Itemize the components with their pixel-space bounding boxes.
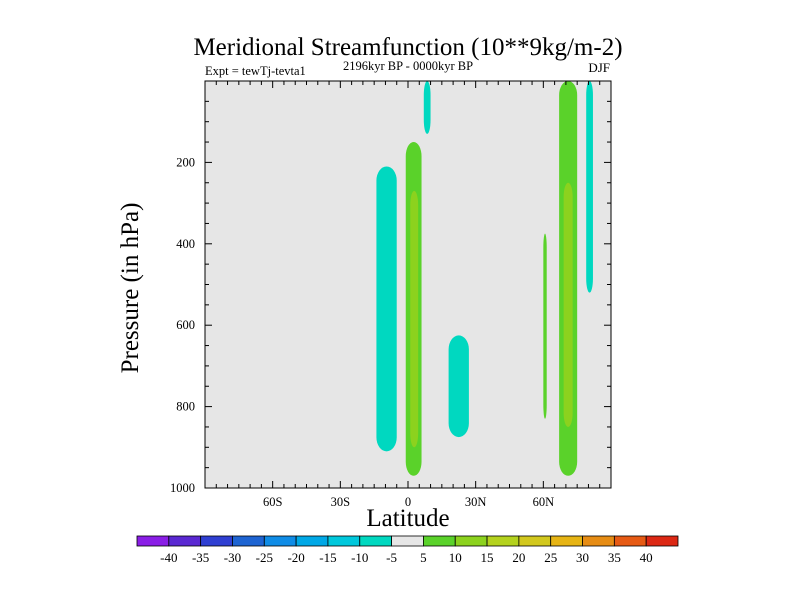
colorbar-label: 15: [481, 550, 494, 565]
period-label: 2196kyr BP - 0000kyr BP: [343, 59, 473, 73]
colorbar-swatch: [327, 535, 361, 547]
colorbar-label: 40: [640, 550, 653, 565]
colorbar-label: 25: [544, 550, 557, 565]
colorbar-label: -5: [386, 550, 397, 565]
colorbar: -40 -35 -30 -25 -20 -15 -10 -5 5 10 15 20 25 30 35 40: [136, 535, 679, 565]
contour-subtropical-neg-cell: [448, 335, 469, 438]
contour-midlat-pos-core: [563, 182, 573, 427]
x-tick-label: 30N: [465, 495, 487, 509]
y-tick-label: 800: [176, 400, 195, 414]
colorbar-label: -40: [160, 550, 177, 565]
x-axis-ticks: 60S 30S 0 30N 60N: [263, 495, 554, 509]
colorbar-swatch: [582, 535, 615, 547]
colorbar-label: -30: [224, 550, 241, 565]
contour-equatorial-pos-core: [410, 190, 419, 448]
y-tick-label: 1000: [170, 481, 195, 495]
x-tick-label: 30S: [331, 495, 351, 509]
colorbar-swatch: [263, 535, 297, 547]
colorbar-swatch: [645, 535, 679, 547]
colorbar-label: -15: [319, 550, 336, 565]
x-tick-label: 0: [405, 495, 411, 509]
chart-title: Meridional Streamfunction (10**9kg/m-2): [193, 34, 622, 61]
season-label: DJF: [588, 60, 610, 75]
colorbar-label: -10: [351, 550, 368, 565]
colorbar-label: 5: [420, 550, 427, 565]
y-axis-ticks: 200 400 600 800 1000: [170, 155, 195, 495]
y-axis-label: Pressure (in hPa): [117, 203, 144, 374]
colorbar-swatch: [423, 535, 456, 547]
contour-tropical-neg-cell: [376, 166, 397, 452]
experiment-label: Expt = tewTj-tevta1: [205, 64, 306, 78]
y-tick-label: 400: [176, 237, 195, 251]
colorbar-swatch: [136, 535, 170, 547]
contour-upper-neg-tongue: [423, 81, 431, 134]
minor-ticks: [205, 81, 611, 488]
colorbar-swatch: [200, 535, 233, 547]
colorbar-label: -35: [192, 550, 209, 565]
contour-midlat-pos-sliver: [543, 233, 547, 419]
y-tick-label: 200: [176, 155, 195, 169]
colorbar-swatch: [168, 535, 202, 547]
x-tick-label: 60N: [533, 495, 555, 509]
colorbar-swatch: [295, 535, 329, 547]
colorbar-label: 35: [608, 550, 621, 565]
x-axis-label: Latitude: [366, 505, 449, 532]
colorbar-label: -20: [287, 550, 304, 565]
colorbar-swatch: [613, 535, 647, 547]
contour-regions: [376, 81, 593, 476]
colorbar-label: 30: [576, 550, 589, 565]
colorbar-label: 20: [512, 550, 525, 565]
x-tick-label: 60S: [263, 495, 283, 509]
colorbar-swatch: [454, 535, 488, 547]
colorbar-label: -25: [256, 550, 273, 565]
colorbar-swatch: [518, 535, 552, 547]
contour-highlat-neg-strip: [586, 81, 593, 293]
colorbar-label: 10: [449, 550, 462, 565]
colorbar-swatch: [359, 535, 392, 547]
colorbar-swatch: [232, 535, 265, 547]
colorbar-swatch: [486, 535, 520, 547]
colorbar-swatch: [550, 535, 583, 547]
colorbar-swatch: [391, 535, 424, 547]
y-tick-label: 600: [176, 318, 195, 332]
